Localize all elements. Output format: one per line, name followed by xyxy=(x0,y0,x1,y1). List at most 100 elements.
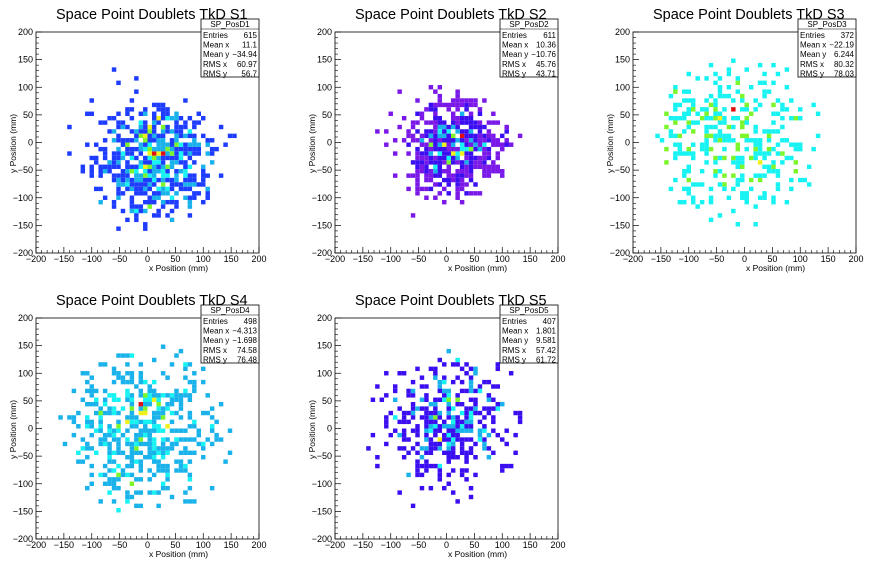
histogram-bin xyxy=(187,499,193,504)
histogram-bin xyxy=(178,468,184,473)
histogram-bin xyxy=(731,124,736,130)
histogram-bin xyxy=(784,199,790,205)
histogram-bin xyxy=(111,129,117,134)
histogram-bin xyxy=(744,199,749,205)
histogram-bin xyxy=(147,129,152,134)
y-tick-label: −150 xyxy=(312,506,332,516)
histogram-bin xyxy=(156,406,161,411)
histogram-bin xyxy=(473,455,478,460)
histogram-bin xyxy=(446,142,451,147)
histogram-bin xyxy=(442,397,447,402)
histogram-bin xyxy=(178,155,184,161)
histogram-bin xyxy=(424,160,429,165)
histogram-bin xyxy=(147,455,152,460)
histogram-bin xyxy=(722,93,727,99)
histogram-bin xyxy=(187,213,193,218)
x-axis-label: x Position (mm) xyxy=(149,263,208,273)
histogram-bin xyxy=(143,191,148,196)
stats-value: −10.76 xyxy=(531,50,556,59)
histogram-bin xyxy=(187,173,193,178)
histogram-bin xyxy=(424,120,429,125)
histogram-bin xyxy=(151,415,157,420)
histogram-bin xyxy=(433,463,438,469)
histogram-bin xyxy=(192,191,197,196)
histogram-bin xyxy=(757,146,763,152)
y-tick-label: 200 xyxy=(317,313,332,323)
histogram-bin xyxy=(107,169,112,174)
histogram-bin xyxy=(491,138,496,143)
histogram-bin xyxy=(482,124,487,130)
histogram-bin xyxy=(116,138,121,143)
histogram-bin xyxy=(392,415,398,420)
histogram-bin xyxy=(686,89,691,94)
histogram-bin xyxy=(156,468,161,473)
histogram-bin xyxy=(93,397,99,402)
histogram-bin xyxy=(717,93,723,99)
histogram-bin xyxy=(762,71,767,77)
histogram-bin xyxy=(401,446,407,451)
histogram-bin xyxy=(125,463,130,469)
histogram-bin xyxy=(428,133,434,139)
histogram-bin xyxy=(464,115,469,121)
histogram-bin xyxy=(209,441,215,447)
histogram-bin xyxy=(143,129,148,134)
x-tick-label: −100 xyxy=(381,254,401,264)
histogram-bin xyxy=(686,98,691,103)
histogram-bin xyxy=(415,406,420,411)
histogram-bin xyxy=(187,362,193,367)
histogram-bin xyxy=(468,415,474,420)
histogram-bin xyxy=(459,446,465,451)
histogram-bin xyxy=(424,446,429,451)
histogram-bin xyxy=(500,173,505,178)
histogram-bin xyxy=(85,388,90,394)
histogram-bin xyxy=(71,388,77,394)
histogram-bin xyxy=(459,379,465,385)
histogram-bin xyxy=(192,160,197,165)
histogram-bin xyxy=(178,115,184,121)
histogram-bin xyxy=(775,173,781,178)
histogram-bin xyxy=(735,89,741,94)
histogram-bin xyxy=(165,485,170,491)
histogram-bin xyxy=(196,191,202,196)
histogram-bin xyxy=(151,455,157,460)
histogram-bin xyxy=(129,481,135,486)
histogram-bin xyxy=(151,195,157,200)
histogram-bin xyxy=(486,133,492,139)
y-tick-label: 50 xyxy=(322,396,332,406)
histogram-bin xyxy=(76,424,81,429)
histogram-bin xyxy=(771,164,776,170)
histogram-bin xyxy=(201,410,206,416)
histogram-bin xyxy=(482,379,487,385)
stats-value: 372 xyxy=(841,31,855,40)
y-axis-label: y Position (mm) xyxy=(605,114,615,173)
histogram-bin xyxy=(757,195,763,200)
histogram-bin xyxy=(442,375,447,380)
histogram-bin xyxy=(125,177,130,183)
histogram-bin xyxy=(201,379,206,385)
histogram-bin xyxy=(713,98,718,103)
histogram-bin xyxy=(187,177,193,183)
histogram-bin xyxy=(477,120,483,125)
histogram-bin xyxy=(468,437,474,442)
histogram-bin xyxy=(495,138,501,143)
y-axis-label: y Position (mm) xyxy=(307,400,317,459)
histogram-bin xyxy=(415,155,420,161)
histogram-bin xyxy=(160,177,166,183)
histogram-bin xyxy=(690,151,696,156)
histogram-bin xyxy=(455,393,460,398)
histogram-bin xyxy=(192,419,197,425)
histogram-bin xyxy=(446,129,451,134)
histogram-bin xyxy=(160,111,166,116)
histogram-bin xyxy=(116,375,121,380)
histogram-bin xyxy=(214,419,219,425)
histogram-bin xyxy=(93,186,99,192)
histogram-bin xyxy=(138,450,144,456)
histogram-bin xyxy=(138,151,144,156)
histogram-bin xyxy=(85,424,90,429)
stats-label: Mean x xyxy=(502,41,528,50)
histogram-bin xyxy=(433,446,438,451)
histogram-bin xyxy=(125,455,130,460)
histogram-bin xyxy=(125,371,130,376)
histogram-bin xyxy=(151,177,157,183)
y-tick-label: −50 xyxy=(317,165,332,175)
